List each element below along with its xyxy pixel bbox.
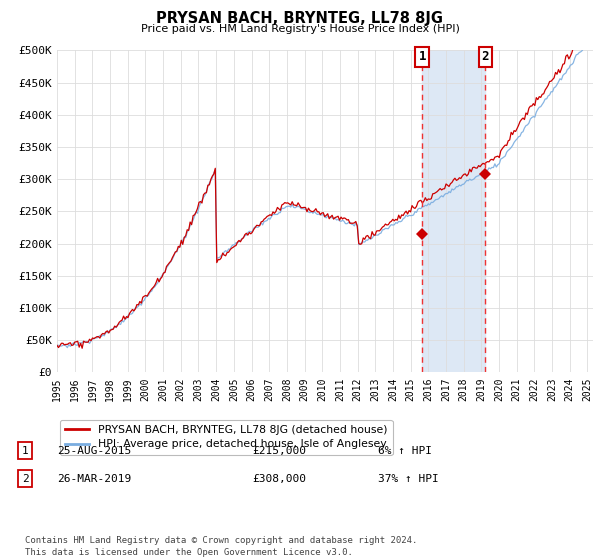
Text: Contains HM Land Registry data © Crown copyright and database right 2024.
This d: Contains HM Land Registry data © Crown c… bbox=[25, 536, 418, 557]
Text: £215,000: £215,000 bbox=[252, 446, 306, 456]
Bar bbox=[422, 50, 485, 372]
Text: £308,000: £308,000 bbox=[252, 474, 306, 484]
Text: 2: 2 bbox=[482, 50, 489, 63]
Text: 1: 1 bbox=[22, 446, 29, 456]
Text: PRYSAN BACH, BRYNTEG, LL78 8JG: PRYSAN BACH, BRYNTEG, LL78 8JG bbox=[157, 11, 443, 26]
Text: Price paid vs. HM Land Registry's House Price Index (HPI): Price paid vs. HM Land Registry's House … bbox=[140, 24, 460, 34]
Legend: PRYSAN BACH, BRYNTEG, LL78 8JG (detached house), HPI: Average price, detached ho: PRYSAN BACH, BRYNTEG, LL78 8JG (detached… bbox=[60, 419, 392, 455]
Text: 6% ↑ HPI: 6% ↑ HPI bbox=[378, 446, 432, 456]
Text: 37% ↑ HPI: 37% ↑ HPI bbox=[378, 474, 439, 484]
Text: 1: 1 bbox=[418, 50, 426, 63]
Text: 26-MAR-2019: 26-MAR-2019 bbox=[57, 474, 131, 484]
Text: 25-AUG-2015: 25-AUG-2015 bbox=[57, 446, 131, 456]
Text: 2: 2 bbox=[22, 474, 29, 484]
